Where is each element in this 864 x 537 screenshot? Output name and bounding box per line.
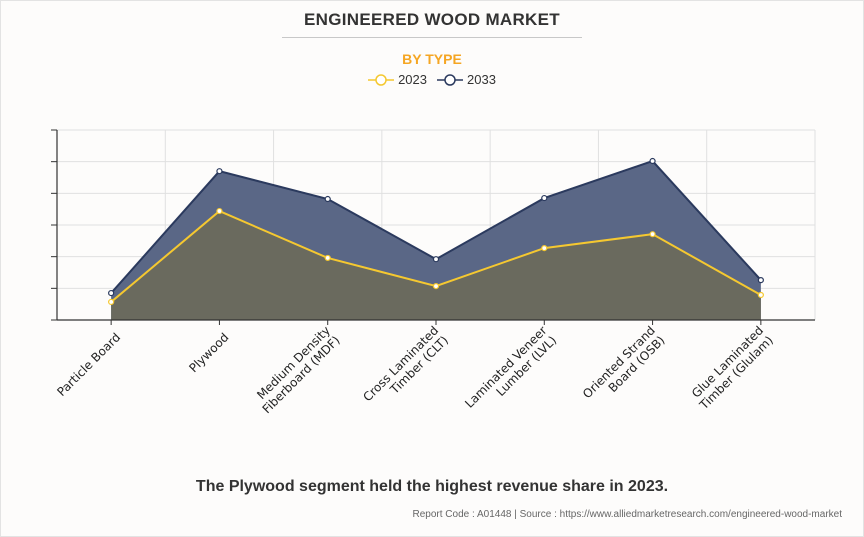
point-2033	[108, 289, 115, 297]
point-2033	[216, 168, 223, 175]
legend-item-2033[interactable]: 2033	[437, 72, 496, 87]
point-2033	[432, 256, 440, 263]
chart-subtitle: BY TYPE	[402, 51, 462, 67]
area-chart: Particle Board Plywood Medium DensityFiber…	[51, 129, 816, 420]
point-2033	[541, 194, 548, 202]
source-note: Report Code : A01448 | Source : https://…	[412, 509, 842, 520]
x-axis-label-line: Plywood	[186, 330, 231, 375]
x-axis-label-line: Laminated Veneer	[462, 323, 549, 410]
legend-label-2033: 2033	[467, 72, 496, 87]
chart-title: ENGINEERED WOOD MARKET	[304, 10, 560, 29]
point-2033	[324, 195, 331, 203]
point-2023	[216, 207, 223, 215]
x-axis-label: Particle Board	[54, 330, 123, 399]
x-axis-label: Medium DensityFiberboard (MDF)	[250, 323, 343, 416]
point-2023	[541, 245, 548, 252]
point-2023	[432, 283, 440, 290]
legend-marker-2033-icon	[437, 73, 463, 86]
series-points	[108, 157, 764, 306]
x-axis-label: Oriented StrandBoard (OSB)	[580, 323, 668, 411]
chart-caption: The Plywood segment held the highest rev…	[195, 478, 669, 495]
point-2023	[649, 231, 656, 238]
x-axis-label: Cross LaminatedTimber (CLT)	[360, 323, 451, 414]
legend: 2023 2033	[0, 72, 864, 87]
area-2023	[111, 211, 761, 320]
x-axis-label: Glue LaminatedTimber (Glulam)	[686, 323, 775, 412]
x-axis-label-line: Particle Board	[54, 330, 123, 399]
title-divider	[282, 37, 582, 38]
legend-marker-2023-icon	[368, 73, 395, 86]
legend-label-2023: 2023	[398, 72, 427, 87]
point-2023	[324, 254, 331, 262]
series-areas	[111, 161, 761, 320]
axes	[51, 129, 815, 325]
x-axis-labels: Particle Board Plywood Medium DensityFiber…	[54, 323, 776, 420]
point-2033	[757, 277, 764, 284]
legend-item-2023[interactable]: 2023	[368, 72, 427, 87]
point-2033	[649, 157, 656, 165]
x-axis-label: Laminated VeneerLumber (LVL)	[462, 323, 559, 420]
point-2023	[108, 298, 115, 306]
point-2023	[757, 291, 764, 299]
x-axis-label: Plywood	[186, 330, 231, 375]
